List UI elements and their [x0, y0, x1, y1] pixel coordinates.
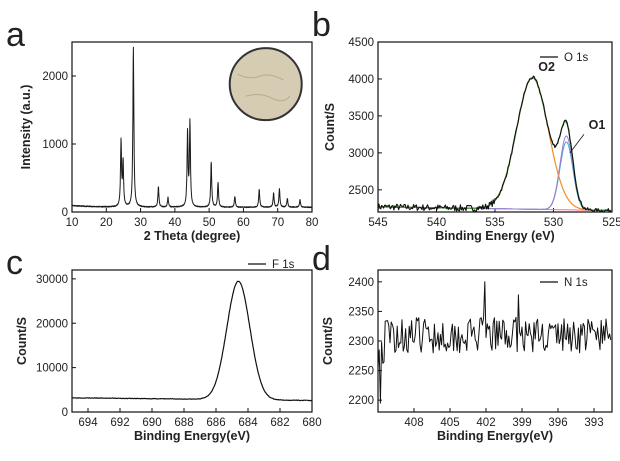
- y-tick-label: 2350: [348, 306, 374, 318]
- x-tick-label: 80: [306, 217, 319, 229]
- plot-frame: [71, 41, 313, 213]
- panel-d: 408 405 402 399 396 393 2200 2250 2300 2350 2400 Bi…: [312, 240, 613, 443]
- f1s-data-line: [71, 280, 313, 402]
- x-tick-label: 694: [78, 417, 98, 429]
- n1s-data-line: [377, 281, 612, 404]
- y-tick-label: 4500: [348, 37, 374, 49]
- y-axis-label: Intensity (a.u.): [19, 85, 33, 170]
- y-tick-label: 10000: [36, 363, 68, 375]
- x-tick-label: 682: [270, 417, 289, 429]
- legend-label: F 1s: [272, 259, 295, 271]
- x-tick-label: 545: [368, 217, 387, 229]
- y-tick-label: 2500: [348, 185, 374, 197]
- sample-photo-texture: [245, 94, 291, 102]
- x-axis-label: Binding Energy (eV): [435, 229, 554, 243]
- y-axis-label: Count/S: [323, 103, 337, 151]
- annotation-o1: O1: [589, 118, 606, 132]
- y-tick-label: 3000: [348, 148, 374, 160]
- y-tick-label: 2400: [348, 277, 374, 289]
- x-tick-label: 680: [302, 417, 321, 429]
- x-tick-label: 30: [134, 217, 147, 229]
- y-axis-label: Count/S: [15, 317, 29, 365]
- panel-a: 10 20 30 40 50 60 70 80 0 1000 2000 2 Theta (degree…: [6, 16, 318, 243]
- xrd-pattern-line: [71, 46, 313, 209]
- y-tick-label: 0: [62, 407, 68, 419]
- y-tick-label: 4000: [348, 74, 374, 86]
- x-tick-label: 60: [237, 217, 250, 229]
- x-axis-label: Binding Energy(eV): [134, 429, 250, 443]
- legend-label: N 1s: [564, 277, 588, 289]
- y-axis-label: Count/S: [321, 317, 335, 365]
- y-tick-label: 20000: [36, 318, 68, 330]
- annotation-o1-pointer: [569, 134, 585, 154]
- x-tick-label: 50: [203, 217, 216, 229]
- y-tick-label: 0: [62, 207, 68, 219]
- sample-photo-inset: [228, 47, 303, 122]
- y-tick-label: 2000: [42, 71, 68, 83]
- x-tick-label: 525: [602, 217, 620, 229]
- y-tick-label: 2300: [348, 336, 374, 348]
- y-tick-label: 2250: [348, 366, 374, 378]
- x-tick-label: 70: [271, 217, 284, 229]
- x-tick-label: 692: [110, 417, 129, 429]
- x-tick-label: 688: [174, 417, 193, 429]
- panel-label: b: [312, 6, 331, 44]
- plot-frame: [71, 269, 313, 413]
- x-tick-label: 393: [584, 417, 603, 429]
- x-tick-label: 686: [206, 417, 225, 429]
- x-tick-label: 684: [238, 417, 258, 429]
- panel-label: c: [6, 244, 23, 282]
- x-tick-label: 402: [476, 417, 495, 429]
- x-tick-label: 399: [512, 417, 531, 429]
- legend-label: O 1s: [564, 52, 589, 64]
- panel-label: d: [312, 240, 331, 278]
- annotation-o2: O2: [538, 60, 555, 74]
- y-tick-label: 1000: [42, 139, 68, 151]
- y-tick-label: 2200: [348, 395, 374, 407]
- x-tick-label: 396: [548, 417, 567, 429]
- sample-photo-texture: [237, 73, 284, 81]
- x-tick-label: 535: [485, 217, 504, 229]
- panel-label: a: [6, 16, 25, 54]
- x-axis-label: 2 Theta (degree): [144, 229, 241, 243]
- o1s-data-line: [377, 75, 612, 213]
- x-tick-label: 10: [66, 217, 79, 229]
- panel-b: 545 540 535 530 525 2500 3000 3500 4000 4500 Bindi…: [312, 6, 620, 243]
- x-tick-label: 408: [404, 417, 423, 429]
- x-tick-label: 40: [168, 217, 181, 229]
- panel-c: 694 692 690 688 686 684 682 680 0 10000 20000 30000…: [6, 244, 322, 443]
- x-axis-label: Binding Energy(eV): [437, 429, 553, 443]
- y-tick-label: 3500: [348, 111, 374, 123]
- x-tick-label: 20: [100, 217, 113, 229]
- x-tick-label: 405: [440, 417, 459, 429]
- x-tick-label: 540: [427, 217, 446, 229]
- x-tick-label: 690: [142, 417, 161, 429]
- x-tick-label: 530: [544, 217, 563, 229]
- y-tick-label: 30000: [36, 274, 68, 286]
